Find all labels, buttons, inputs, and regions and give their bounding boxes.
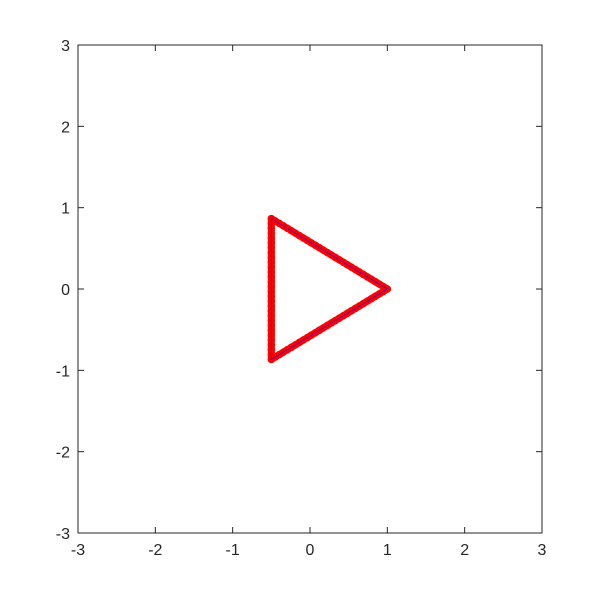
x-tick-label: 0 — [306, 542, 315, 559]
y-tick-label: -1 — [56, 363, 70, 380]
x-tick-label: -3 — [71, 542, 85, 559]
x-tick-label: 3 — [538, 542, 547, 559]
y-tick-label: 3 — [61, 38, 70, 55]
tick-labels: -3 -2 -1 0 1 2 3 -3 -2 -1 0 1 2 3 — [56, 38, 547, 559]
series-layer — [267, 214, 392, 364]
series-blue-line — [270, 217, 388, 361]
x-tick-label: 1 — [383, 542, 392, 559]
y-tick-label: -2 — [56, 445, 70, 462]
plot-background — [78, 45, 542, 533]
x-tick-label: 2 — [460, 542, 469, 559]
series-red-marker — [379, 287, 388, 296]
y-tick-label: 2 — [61, 119, 70, 136]
y-tick-label: 1 — [61, 201, 70, 218]
y-tick-label: 0 — [61, 282, 70, 299]
y-tick-label: -3 — [56, 526, 70, 543]
axes-box — [77, 44, 543, 534]
x-tick-label: -2 — [148, 542, 162, 559]
x-tick-label: -1 — [226, 542, 240, 559]
